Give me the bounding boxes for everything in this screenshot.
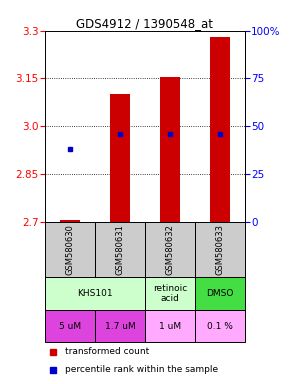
Bar bbox=[45, 277, 145, 310]
Bar bbox=[195, 277, 245, 310]
Text: 5 uM: 5 uM bbox=[59, 322, 81, 331]
Bar bbox=[110, 94, 130, 222]
Bar bbox=[160, 77, 180, 222]
Text: transformed count: transformed count bbox=[65, 348, 149, 356]
Text: KHS101: KHS101 bbox=[77, 289, 113, 298]
Text: GSM580631: GSM580631 bbox=[115, 224, 124, 275]
Bar bbox=[45, 222, 95, 277]
Text: percentile rank within the sample: percentile rank within the sample bbox=[65, 365, 218, 374]
Text: DMSO: DMSO bbox=[206, 289, 234, 298]
Text: GSM580630: GSM580630 bbox=[66, 224, 75, 275]
Text: GSM580632: GSM580632 bbox=[166, 224, 175, 275]
Bar bbox=[95, 222, 145, 277]
Bar bbox=[195, 222, 245, 277]
Bar bbox=[195, 310, 245, 343]
Text: 0.1 %: 0.1 % bbox=[207, 322, 233, 331]
Text: 1.7 uM: 1.7 uM bbox=[105, 322, 135, 331]
Bar bbox=[210, 37, 230, 222]
Bar bbox=[145, 277, 195, 310]
Bar bbox=[60, 220, 80, 222]
Text: retinoic
acid: retinoic acid bbox=[153, 284, 187, 303]
Title: GDS4912 / 1390548_at: GDS4912 / 1390548_at bbox=[77, 17, 213, 30]
Bar bbox=[145, 310, 195, 343]
Bar bbox=[45, 310, 95, 343]
Bar bbox=[95, 310, 145, 343]
Text: 1 uM: 1 uM bbox=[159, 322, 181, 331]
Bar bbox=[145, 222, 195, 277]
Text: GSM580633: GSM580633 bbox=[215, 224, 224, 275]
